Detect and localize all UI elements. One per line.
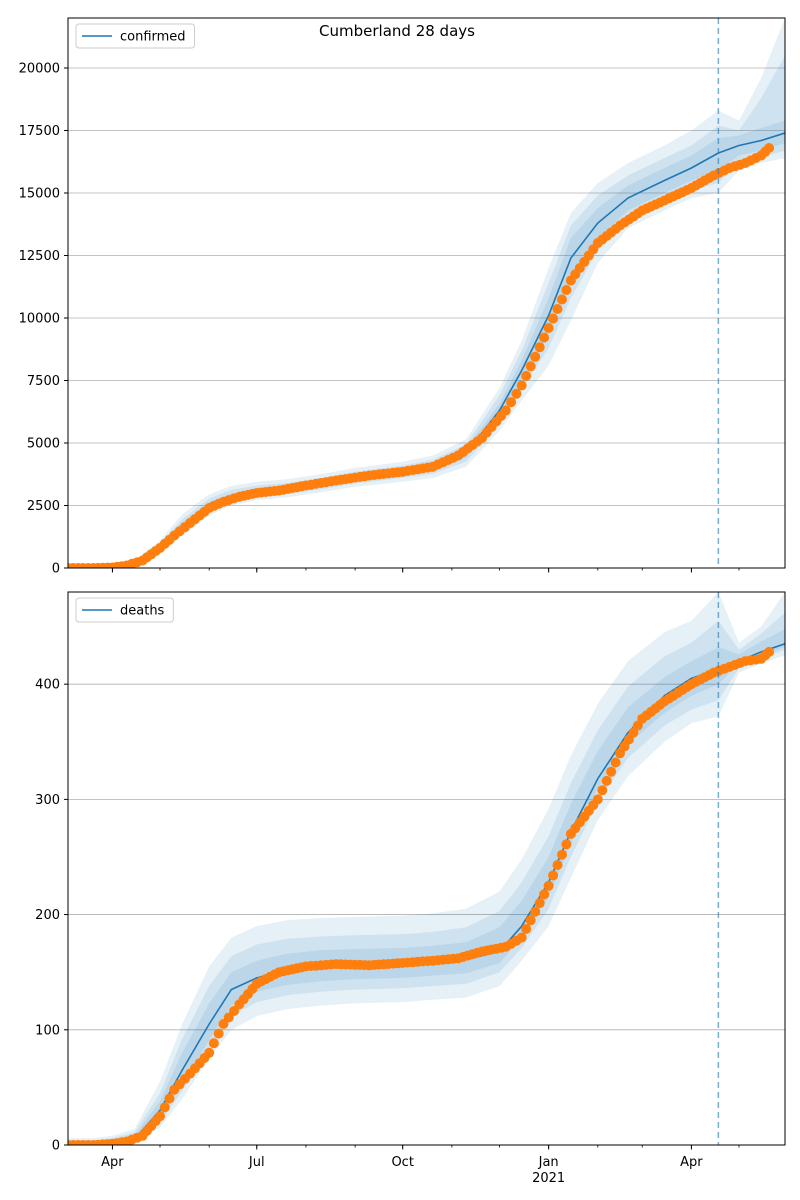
plot-area [68, 592, 785, 1145]
observed-point [764, 143, 775, 153]
observed-point [159, 1102, 170, 1113]
x-tick-label: Apr [101, 1155, 124, 1170]
observed-point [548, 313, 559, 324]
observed-point [521, 924, 532, 934]
x-tick-label: Jul [248, 1155, 265, 1170]
y-tick-label: 17500 [19, 124, 60, 139]
observed-point [164, 1093, 175, 1104]
legend-box [75, 23, 196, 49]
observed-point [557, 294, 567, 305]
observed-point [521, 370, 532, 381]
uncertainty-band [68, 55, 785, 568]
observed-point [525, 361, 536, 372]
observed-point [539, 889, 550, 900]
observed-point [511, 388, 522, 399]
observed-point [530, 351, 541, 362]
legend: confirmed [75, 23, 196, 49]
y-tick-label: 100 [35, 1023, 60, 1038]
confirmed-chart: 0 2500 5000 7500 10000 12500 15000 17500 20000 co… [19, 17, 786, 577]
y-tick-label: 200 [35, 908, 60, 923]
chart-title: Cumberland 28 days [319, 22, 475, 40]
plot-area [68, 18, 785, 568]
observed-point [530, 906, 541, 917]
y-tick-label: 0 [52, 1139, 60, 1154]
x-tick-year-label: 2021 [532, 1171, 565, 1186]
observed-point [543, 880, 554, 891]
y-tick-label: 400 [35, 678, 60, 693]
observed-point [500, 405, 511, 416]
y-tick-label: 2500 [27, 499, 60, 514]
observed-point [561, 839, 572, 850]
legend-label: deaths [120, 604, 165, 619]
observed-point [606, 766, 617, 777]
x-tick-label: Apr [680, 1155, 703, 1170]
x-tick-label: Oct [391, 1155, 413, 1170]
uncertainty-band [68, 612, 785, 1145]
y-tick-label: 300 [35, 793, 60, 808]
uncertainty-band [68, 18, 785, 568]
y-tick-label: 5000 [27, 437, 60, 452]
observed-point [597, 785, 608, 796]
uncertainty-band [68, 628, 785, 1145]
observed-point [548, 870, 559, 881]
uncertainty-band [68, 592, 785, 1145]
observed-point [155, 1111, 165, 1122]
observed-point [525, 915, 536, 926]
observed-point [561, 285, 572, 295]
y-tick-label: 15000 [19, 187, 60, 202]
observed-point [610, 757, 621, 768]
observed-point [208, 1038, 219, 1049]
y-tick-label: 7500 [27, 374, 60, 389]
uncertainty-band [68, 120, 785, 568]
y-tick-label: 20000 [19, 62, 60, 77]
observed-point [516, 932, 527, 943]
axes-frame [67, 17, 786, 569]
observed-point [539, 332, 550, 343]
y-tick-label: 12500 [19, 249, 60, 264]
observed-point [204, 1047, 215, 1058]
observed-point [764, 646, 775, 657]
y-tick-label: 10000 [19, 312, 60, 327]
observed-point [557, 849, 567, 860]
observed-point [534, 342, 545, 353]
observed-point [506, 397, 517, 408]
observed-point [552, 304, 563, 314]
legend: deaths [75, 597, 174, 623]
legend-box [75, 597, 174, 623]
observed-point [543, 323, 554, 333]
observed-point [213, 1028, 224, 1039]
observed-point [516, 380, 527, 391]
y-tick-label: 0 [52, 562, 60, 577]
observed-point [534, 898, 545, 909]
observed-point [592, 794, 603, 805]
x-tick-label: Jan [538, 1155, 559, 1170]
legend-label: confirmed [120, 30, 186, 45]
observed-point [552, 860, 563, 870]
axes-frame [67, 591, 786, 1146]
observed-point [601, 775, 612, 786]
